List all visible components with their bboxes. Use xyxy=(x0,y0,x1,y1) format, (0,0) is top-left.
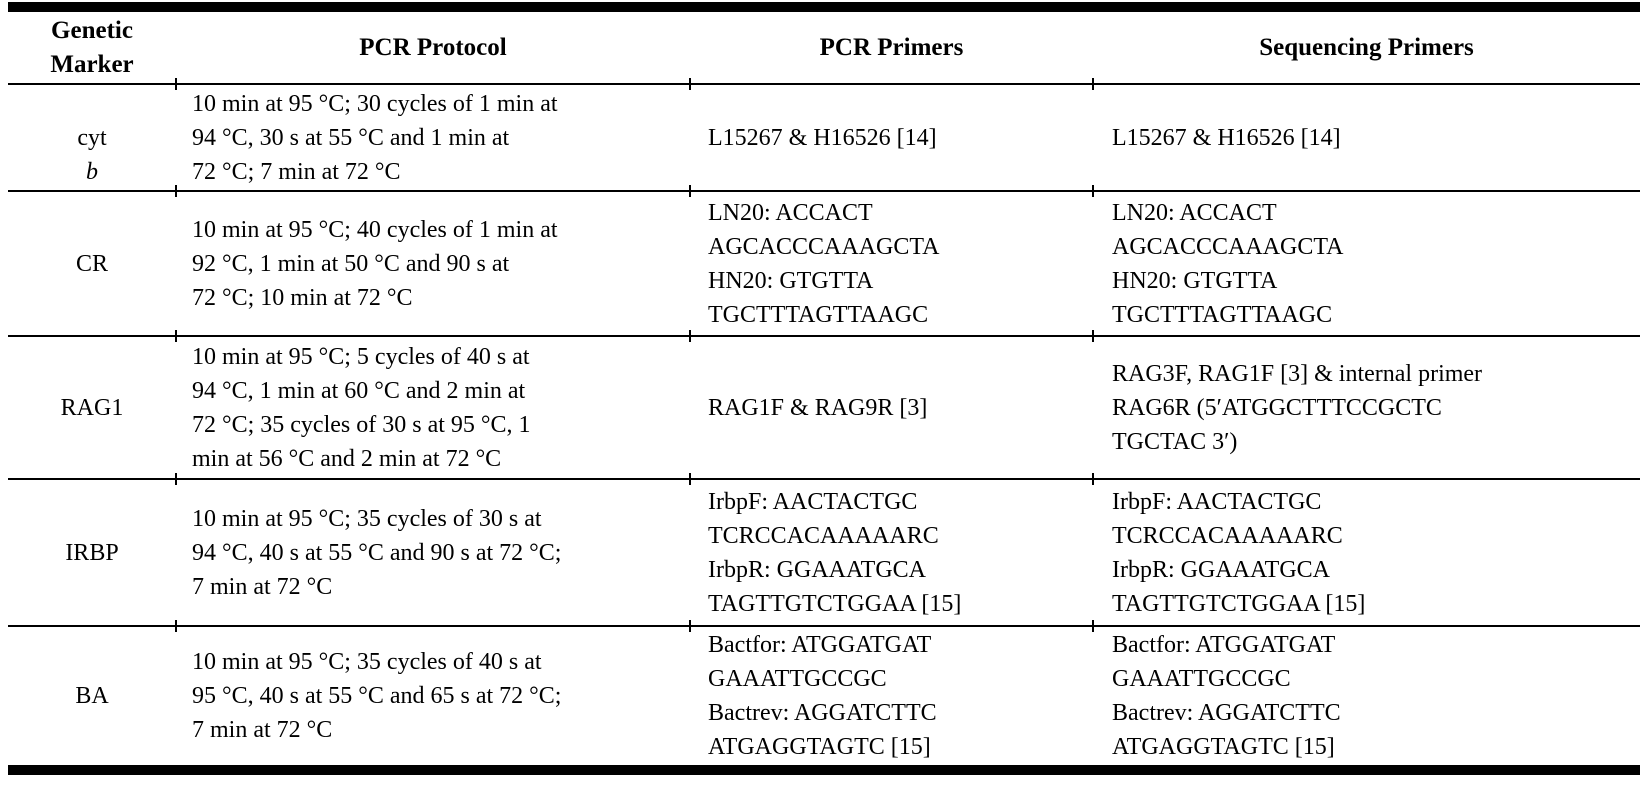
pcr-primers-cell: IrbpF: AACTACTGC TCRCCACAAAAARC IrbpR: G… xyxy=(708,488,962,617)
rule-tick xyxy=(689,620,691,632)
rule-tick xyxy=(1092,620,1094,632)
rule-tick xyxy=(175,185,177,197)
pcr-protocol-cell: 10 min at 95 °C; 35 cycles of 30 s at 94… xyxy=(192,505,562,600)
rule-tick xyxy=(175,620,177,632)
sequencing-primers-cell: IrbpF: AACTACTGC TCRCCACAAAAARC IrbpR: G… xyxy=(1112,488,1366,617)
genetic-marker-cell: RAG1 xyxy=(8,337,176,478)
rule-tick xyxy=(689,473,691,485)
table-header-row: Genetic Marker PCR Protocol PCR Primers … xyxy=(8,12,1640,83)
marker-label: RAG1 xyxy=(60,394,124,421)
genetic-marker-cell: CR xyxy=(8,192,176,335)
rule-tick xyxy=(1092,473,1094,485)
marker-label: BA xyxy=(75,683,109,709)
pcr-primers-cell: RAG1F & RAG9R [3] xyxy=(708,394,928,421)
marker-label: cyt xyxy=(77,124,107,151)
column-header-genetic-marker: Genetic Marker xyxy=(50,16,134,78)
rule-tick xyxy=(175,473,177,485)
genetic-marker-cell: IRBP xyxy=(8,480,176,625)
rule-tick xyxy=(1092,78,1094,90)
genetic-marker-cell: BA xyxy=(8,627,176,765)
marker-label: IRBP xyxy=(65,539,119,566)
sequencing-primers-cell: LN20: ACCACT AGCACCCAAAGCTA HN20: GTGTTA… xyxy=(1112,199,1344,328)
column-header-pcr-primers: PCR Primers xyxy=(819,33,964,61)
table-row-cr: CR 10 min at 95 °C; 40 cycles of 1 min a… xyxy=(8,185,1640,335)
pcr-protocols-table: Genetic Marker PCR Protocol PCR Primers … xyxy=(8,2,1640,775)
rule-tick xyxy=(1092,330,1094,342)
pcr-primers-cell: L15267 & H16526 [14] xyxy=(708,124,937,151)
genetic-marker-cell: cyt b xyxy=(8,85,176,190)
table-row-cytb: cyt b 10 min at 95 °C; 30 cycles of 1 mi… xyxy=(8,78,1640,190)
pcr-protocol-cell: 10 min at 95 °C; 40 cycles of 1 min at 9… xyxy=(192,216,558,311)
sequencing-primers-cell: RAG3F, RAG1F [3] & internal primer RAG6R… xyxy=(1112,360,1483,455)
pcr-primers-cell: Bactfor: ATGGATGAT GAAATTGCCGC Bactrev: … xyxy=(708,632,937,760)
pcr-protocol-cell: 10 min at 95 °C; 5 cycles of 40 s at 94 … xyxy=(192,343,531,472)
pcr-primers-cell: LN20: ACCACT AGCACCCAAAGCTA HN20: GTGTTA… xyxy=(708,199,940,328)
table-row-rag1: RAG1 10 min at 95 °C; 5 cycles of 40 s a… xyxy=(8,330,1640,478)
table-row-irbp: IRBP 10 min at 95 °C; 35 cycles of 30 s … xyxy=(8,473,1640,625)
rule-tick xyxy=(689,78,691,90)
rule-tick xyxy=(1092,185,1094,197)
table-row-ba: BA 10 min at 95 °C; 35 cycles of 40 s at… xyxy=(8,620,1640,765)
marker-label-italic: b xyxy=(85,158,98,185)
sequencing-primers-cell: Bactfor: ATGGATGAT GAAATTGCCGC Bactrev: … xyxy=(1112,632,1341,760)
pcr-protocol-cell: 10 min at 95 °C; 30 cycles of 1 min at 9… xyxy=(192,90,558,185)
column-header-pcr-protocol: PCR Protocol xyxy=(359,33,507,61)
rule-tick xyxy=(175,330,177,342)
rule-tick xyxy=(689,330,691,342)
sequencing-primers-cell: L15267 & H16526 [14] xyxy=(1112,124,1341,151)
pcr-protocol-cell: 10 min at 95 °C; 35 cycles of 40 s at 95… xyxy=(192,649,562,743)
marker-label: CR xyxy=(75,250,108,277)
rule-tick xyxy=(689,185,691,197)
column-header-sequencing-primers: Sequencing Primers xyxy=(1259,33,1474,61)
rule-tick xyxy=(175,78,177,90)
